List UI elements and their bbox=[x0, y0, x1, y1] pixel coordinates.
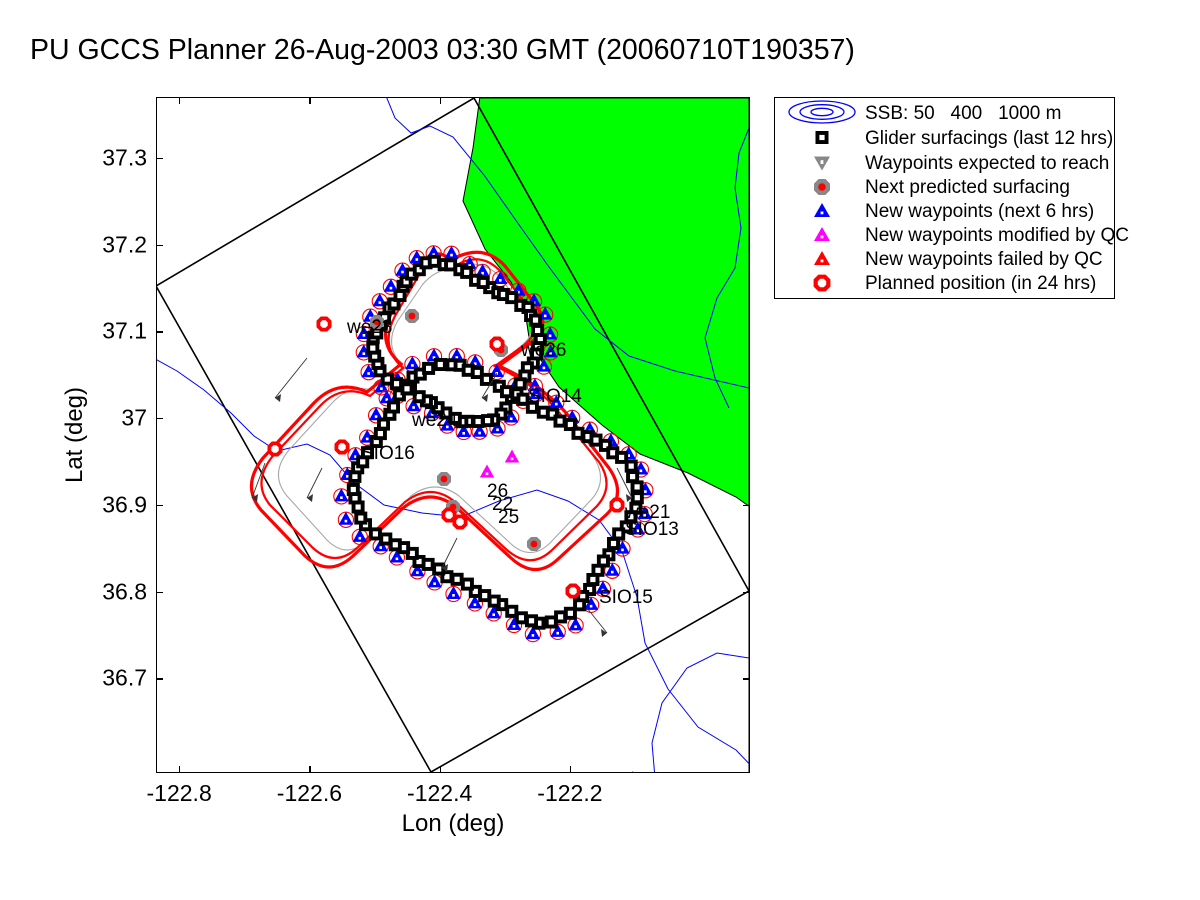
svg-text:SIO16: SIO16 bbox=[361, 443, 415, 464]
svg-text:we23: we23 bbox=[346, 317, 392, 338]
svg-text:we26: we26 bbox=[520, 340, 566, 361]
svg-text:we24: we24 bbox=[411, 410, 458, 431]
svg-text:26: 26 bbox=[487, 481, 508, 502]
svg-text:25: 25 bbox=[498, 507, 519, 528]
svg-text:SIO13: SIO13 bbox=[625, 519, 679, 540]
svg-text:SIO14: SIO14 bbox=[528, 386, 582, 407]
svg-text:SIO15: SIO15 bbox=[599, 587, 653, 608]
